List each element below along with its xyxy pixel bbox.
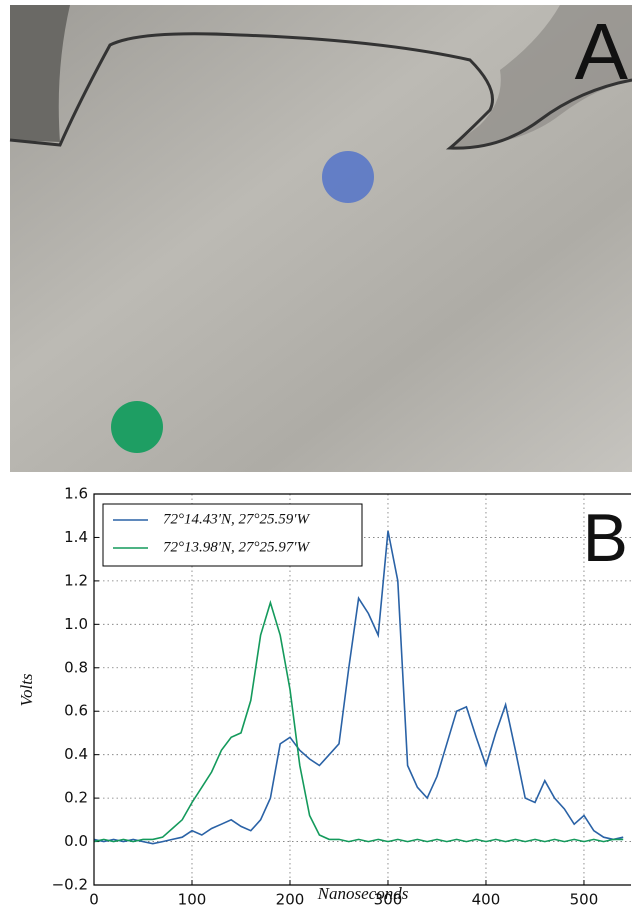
site-marker xyxy=(322,151,374,203)
panel-label: A xyxy=(575,7,629,96)
legend-label: 72°13.98′N, 27°25.97′W xyxy=(163,539,311,555)
y-tick-label: 1.4 xyxy=(64,528,88,546)
site-marker xyxy=(111,401,163,453)
dark-region xyxy=(10,5,70,142)
legend-box xyxy=(102,503,363,567)
y-tick-label: 1.6 xyxy=(64,485,88,503)
y-tick-label: 0.2 xyxy=(64,789,88,807)
y-tick-label: −0.2 xyxy=(52,876,88,894)
x-tick-label: 200 xyxy=(276,891,305,907)
dark-region xyxy=(450,5,632,148)
y-tick-label: 1.2 xyxy=(64,571,88,589)
legend-label: 72°14.43′N, 27°25.59′W xyxy=(163,511,311,527)
y-axis-label: Volts xyxy=(17,673,36,706)
y-tick-label: 0.8 xyxy=(64,658,88,676)
x-tick-label: 0 xyxy=(89,891,99,907)
outline xyxy=(9,32,632,150)
panel-a: A xyxy=(9,5,632,472)
x-tick-label: 500 xyxy=(570,891,599,907)
x-axis-label: Nanoseconds xyxy=(317,884,409,903)
y-tick-label: 1.0 xyxy=(64,615,88,633)
y-tick-label: 0.6 xyxy=(64,702,88,720)
x-tick-label: 400 xyxy=(472,891,501,907)
x-tick-label: 300 xyxy=(374,891,403,907)
panel-b: Volts Nanoseconds −0.2 0.0 0.2 0.4 0.6 0.8 1.0… xyxy=(17,485,631,907)
panel-label: B xyxy=(583,500,628,576)
data-line xyxy=(94,530,624,845)
y-tick-label: 0.4 xyxy=(64,745,88,763)
data-line xyxy=(94,599,624,843)
plot-frame xyxy=(93,493,631,886)
x-tick-label: 100 xyxy=(178,891,207,907)
y-tick-label: 0.0 xyxy=(64,832,88,850)
